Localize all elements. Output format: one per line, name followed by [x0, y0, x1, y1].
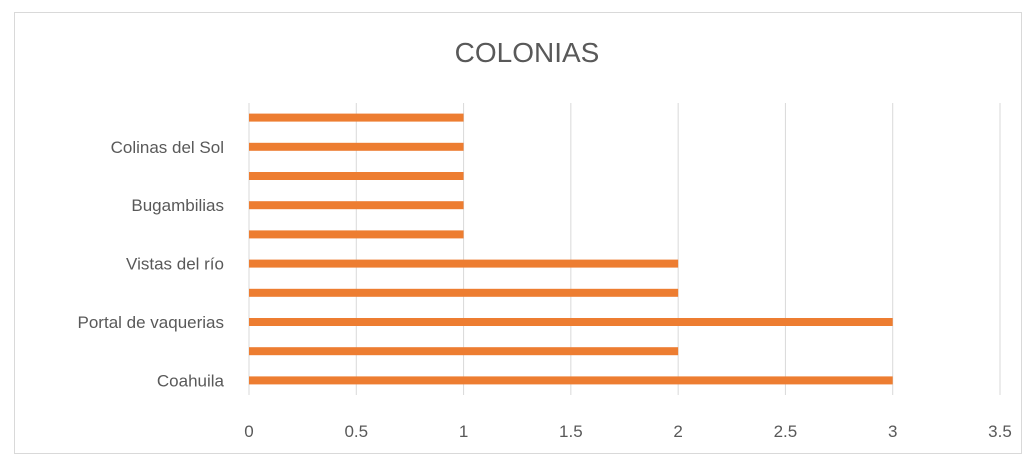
- x-tick-label: 1.5: [559, 422, 583, 441]
- bar: [249, 318, 893, 326]
- x-tick-label: 2.5: [774, 422, 798, 441]
- bar: [249, 201, 464, 210]
- x-tick-label: 3: [888, 422, 897, 441]
- bar: [249, 347, 679, 356]
- x-tick-label: 1: [459, 422, 468, 441]
- category-label: Vistas del río: [126, 255, 224, 274]
- category-label: Portal de vaquerias: [78, 313, 224, 332]
- x-tick-label: 2: [673, 422, 682, 441]
- bars: [249, 113, 893, 385]
- bar: [249, 142, 464, 151]
- bar: [249, 259, 679, 268]
- category-label: Colinas del Sol: [111, 138, 224, 157]
- category-labels: Coahuila Portal de vaquerias Vistas del rí…: [78, 138, 225, 391]
- x-tick-labels: 0 0.5 1 1.5 2 2.5 3 3.5: [244, 422, 1012, 441]
- chart-title: COLONIAS: [455, 37, 600, 68]
- x-tick-label: 0: [244, 422, 253, 441]
- bar: [249, 230, 464, 239]
- gridlines: [248, 103, 1001, 395]
- x-tick-label: 0.5: [344, 422, 368, 441]
- x-tick-label: 3.5: [988, 422, 1012, 441]
- bar: [249, 113, 464, 122]
- bar: [249, 172, 464, 180]
- category-label: Coahuila: [157, 371, 225, 390]
- bar: [249, 288, 679, 297]
- category-label: Bugambilias: [131, 196, 224, 215]
- bar: [249, 376, 893, 385]
